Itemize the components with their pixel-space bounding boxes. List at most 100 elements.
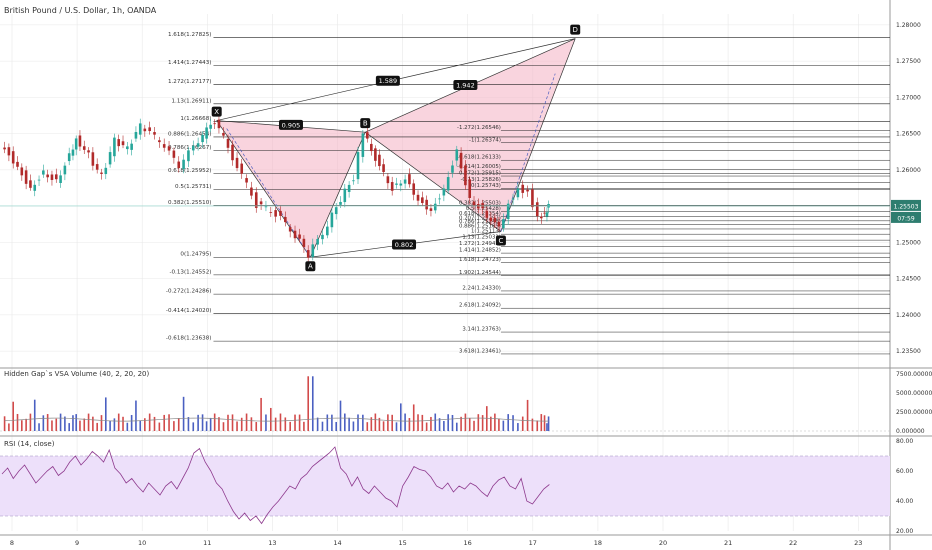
volume-tick-label: 2500.000000	[896, 409, 932, 416]
volume-bar	[38, 423, 40, 431]
fib-bc-label: 0.886(1.25185)	[459, 223, 501, 229]
candle-body	[540, 216, 543, 219]
fib-bc-label: -0.618(1.26133)	[457, 155, 501, 161]
candle-body	[399, 183, 403, 186]
rsi-pane-title: RSI (14, close)	[4, 440, 55, 448]
volume-bar	[16, 413, 19, 431]
volume-bar	[245, 413, 248, 431]
fib-xa-label: 1.272(1.27177)	[168, 79, 212, 85]
candle-body	[386, 176, 390, 184]
candle-body	[3, 147, 6, 150]
volume-bar	[130, 415, 133, 431]
harmonic-ratio-badge	[392, 239, 417, 250]
volume-tick-label: 7500.000000	[896, 371, 932, 378]
time-tick-label: 20	[659, 539, 667, 547]
fib-bc-label: 1.13(1.25031)	[462, 235, 501, 241]
fib-xa-label: 0.886(1.26454)	[168, 131, 212, 137]
volume-bar	[182, 396, 185, 431]
volume-bar	[339, 400, 342, 431]
rsi-line	[1, 446, 550, 525]
candle-body	[78, 135, 82, 147]
time-tick-label: 17	[529, 539, 537, 547]
candle-body	[162, 144, 166, 148]
volume-bar	[92, 416, 94, 431]
candle-body	[489, 217, 493, 222]
time-tick-label: 10	[138, 539, 146, 547]
harmonic-point-label: X	[214, 108, 219, 116]
volume-bar	[104, 397, 107, 431]
fib-bc-label: 0.5(1.25428)	[466, 206, 501, 212]
fib-xa-label: 1(1.26668)	[180, 116, 211, 122]
candle-body	[535, 202, 539, 217]
candle-body	[477, 204, 480, 209]
fib-xa-label: 0(1.24795)	[180, 252, 211, 258]
price-tick-label: 1.25000	[896, 239, 921, 246]
volume-bar	[55, 418, 58, 431]
volume-bar	[144, 418, 146, 431]
volume-bar	[197, 414, 199, 431]
volume-bar	[3, 416, 6, 431]
candle-body	[259, 201, 263, 205]
fib-bc-label: -1.272(1.26546)	[457, 125, 501, 131]
candle-body	[511, 198, 515, 200]
candle-body	[117, 139, 121, 147]
candle-body	[274, 210, 277, 217]
candle-body	[177, 161, 181, 169]
candle-body	[196, 143, 200, 147]
candle-body	[321, 234, 324, 240]
harmonic-point-badge	[211, 106, 222, 117]
volume-bar	[417, 414, 419, 431]
fib-bc-label: 3.618(1.23461)	[459, 348, 501, 354]
volume-bar	[294, 414, 296, 431]
volume-bar	[421, 414, 424, 431]
candle-body	[231, 144, 234, 161]
volume-bar	[96, 422, 98, 431]
volume-bar	[357, 414, 359, 431]
candle-body	[104, 167, 108, 175]
volume-bar	[260, 397, 262, 431]
volume-bar	[412, 404, 415, 431]
price-tick-label: 1.24500	[896, 276, 921, 283]
fib-xa-label: 0.786(1.26267)	[168, 145, 212, 151]
candle-body	[326, 226, 329, 236]
fib-bc-label: 1.902(1.24544)	[459, 270, 501, 276]
candle-body	[191, 145, 195, 151]
candle-body	[82, 146, 86, 150]
candle-body	[370, 143, 373, 152]
fib-bc-label: 0(1.25743)	[471, 183, 501, 189]
volume-bar	[468, 418, 471, 431]
candle-body	[71, 149, 75, 156]
volume-bar	[135, 400, 137, 431]
candle-body	[472, 201, 476, 206]
candle-body	[516, 188, 520, 198]
candle-body	[526, 189, 529, 192]
volume-bar	[192, 422, 195, 431]
volume-tick-label: 5000.000000	[896, 390, 932, 397]
volume-bar	[274, 417, 277, 431]
candle-body	[293, 230, 297, 239]
volume-bar	[289, 421, 291, 431]
volume-bar	[109, 420, 111, 431]
candle-body	[54, 174, 58, 180]
volume-bar	[100, 415, 103, 431]
candle-body	[306, 250, 310, 258]
candle-body	[316, 238, 319, 245]
volume-bar	[326, 414, 329, 431]
harmonic-ratio-badge	[375, 75, 400, 86]
candle-body	[425, 199, 428, 210]
volume-bar	[209, 417, 212, 431]
volume-bar	[521, 416, 524, 431]
fib-xa-label: 1.414(1.27443)	[168, 60, 212, 66]
fib-xa-label: 0.382(1.25510)	[168, 200, 212, 206]
time-tick-label: 8	[10, 539, 14, 547]
candle-body	[464, 165, 467, 186]
volume-bar	[126, 422, 129, 431]
candle-body	[158, 140, 161, 143]
volume-bar	[451, 414, 454, 431]
candle-body	[143, 128, 147, 132]
harmonic-ratio-label: 1.942	[456, 82, 475, 90]
candle-body	[63, 165, 67, 175]
harmonic-point-label: C	[498, 237, 503, 245]
fib-bc-label: 1.618(1.24723)	[459, 257, 501, 263]
